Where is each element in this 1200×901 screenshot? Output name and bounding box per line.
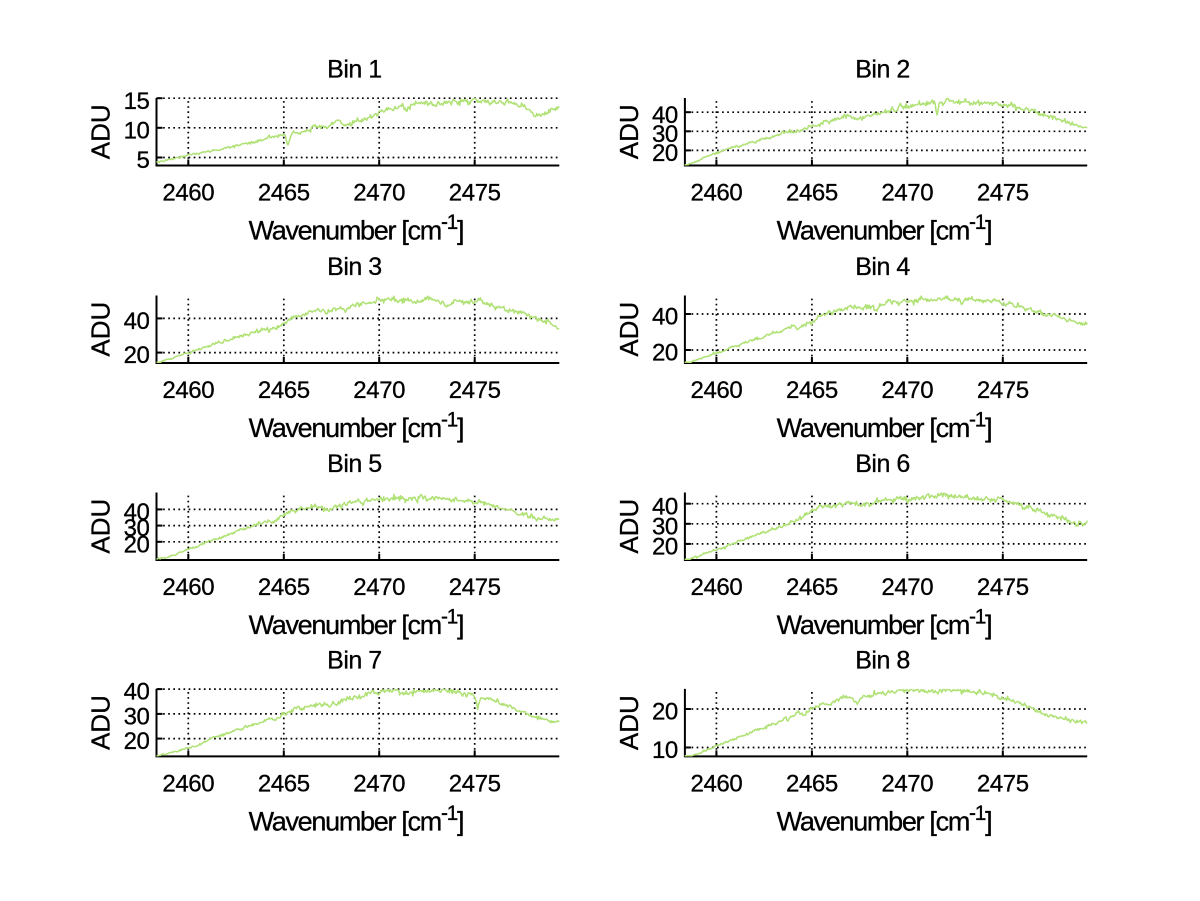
svg-text:20: 20 <box>124 531 150 558</box>
svg-text:Wavenumber [cm-1]: Wavenumber [cm-1] <box>777 409 992 444</box>
svg-text:ADU: ADU <box>614 104 644 159</box>
svg-text:40: 40 <box>652 493 678 520</box>
svg-text:ADU: ADU <box>86 104 116 159</box>
svg-text:Bin 8: Bin 8 <box>855 646 909 674</box>
svg-text:2460: 2460 <box>162 180 214 207</box>
svg-text:2475: 2475 <box>977 180 1029 207</box>
svg-text:Bin 4: Bin 4 <box>855 253 910 281</box>
svg-text:30: 30 <box>124 704 150 731</box>
svg-text:2470: 2470 <box>881 574 933 601</box>
svg-text:Wavenumber [cm-1]: Wavenumber [cm-1] <box>249 211 464 246</box>
svg-text:2465: 2465 <box>258 377 310 404</box>
svg-text:20: 20 <box>652 140 678 167</box>
svg-text:Bin 3: Bin 3 <box>327 253 381 281</box>
svg-text:Wavenumber [cm-1]: Wavenumber [cm-1] <box>777 802 992 837</box>
svg-text:40: 40 <box>124 308 150 335</box>
svg-text:2475: 2475 <box>977 377 1029 404</box>
svg-text:10: 10 <box>124 117 150 144</box>
svg-text:Wavenumber [cm-1]: Wavenumber [cm-1] <box>777 211 992 246</box>
svg-text:20: 20 <box>652 340 678 367</box>
svg-text:2470: 2470 <box>881 377 933 404</box>
svg-text:2475: 2475 <box>449 770 501 797</box>
svg-text:15: 15 <box>124 88 150 115</box>
svg-text:40: 40 <box>124 499 150 526</box>
svg-text:ADU: ADU <box>86 499 116 554</box>
svg-text:2470: 2470 <box>353 180 405 207</box>
svg-text:20: 20 <box>652 534 678 561</box>
svg-text:40: 40 <box>652 102 678 129</box>
svg-text:Wavenumber [cm-1]: Wavenumber [cm-1] <box>249 606 464 641</box>
svg-text:20: 20 <box>652 699 678 726</box>
svg-text:2470: 2470 <box>353 770 405 797</box>
svg-text:2460: 2460 <box>162 770 214 797</box>
svg-text:30: 30 <box>652 513 678 540</box>
svg-text:40: 40 <box>652 304 678 331</box>
svg-text:ADU: ADU <box>614 302 644 357</box>
svg-text:2465: 2465 <box>786 770 838 797</box>
svg-text:2470: 2470 <box>881 770 933 797</box>
svg-text:ADU: ADU <box>86 302 116 357</box>
svg-text:2470: 2470 <box>353 377 405 404</box>
svg-text:30: 30 <box>652 121 678 148</box>
svg-text:2460: 2460 <box>162 574 214 601</box>
svg-text:2465: 2465 <box>258 574 310 601</box>
svg-text:2470: 2470 <box>353 574 405 601</box>
svg-text:2475: 2475 <box>977 574 1029 601</box>
svg-text:2475: 2475 <box>449 180 501 207</box>
svg-text:2465: 2465 <box>786 180 838 207</box>
svg-text:2470: 2470 <box>881 180 933 207</box>
svg-text:Bin 5: Bin 5 <box>327 450 381 478</box>
svg-text:Bin 7: Bin 7 <box>327 646 381 674</box>
svg-text:2460: 2460 <box>691 377 743 404</box>
svg-text:2465: 2465 <box>258 770 310 797</box>
svg-text:Wavenumber [cm-1]: Wavenumber [cm-1] <box>249 409 464 444</box>
svg-text:2460: 2460 <box>691 574 743 601</box>
svg-text:2460: 2460 <box>691 180 743 207</box>
svg-text:2460: 2460 <box>691 770 743 797</box>
svg-text:2475: 2475 <box>977 770 1029 797</box>
svg-text:5: 5 <box>137 147 150 174</box>
svg-text:2475: 2475 <box>449 574 501 601</box>
svg-text:Bin 1: Bin 1 <box>327 56 381 84</box>
svg-text:ADU: ADU <box>614 499 644 554</box>
svg-text:2465: 2465 <box>258 180 310 207</box>
svg-text:2475: 2475 <box>449 377 501 404</box>
svg-text:40: 40 <box>124 679 150 706</box>
svg-text:10: 10 <box>652 737 678 764</box>
svg-text:Bin 6: Bin 6 <box>855 450 909 478</box>
svg-text:Wavenumber [cm-1]: Wavenumber [cm-1] <box>249 802 464 837</box>
svg-text:ADU: ADU <box>86 695 116 750</box>
svg-text:2460: 2460 <box>162 377 214 404</box>
svg-text:2465: 2465 <box>786 377 838 404</box>
svg-text:20: 20 <box>124 342 150 369</box>
svg-text:Wavenumber [cm-1]: Wavenumber [cm-1] <box>777 606 992 641</box>
svg-text:Bin 2: Bin 2 <box>855 56 909 84</box>
svg-text:30: 30 <box>124 515 150 542</box>
svg-text:2465: 2465 <box>786 574 838 601</box>
svg-text:ADU: ADU <box>614 695 644 750</box>
svg-text:20: 20 <box>124 728 150 755</box>
